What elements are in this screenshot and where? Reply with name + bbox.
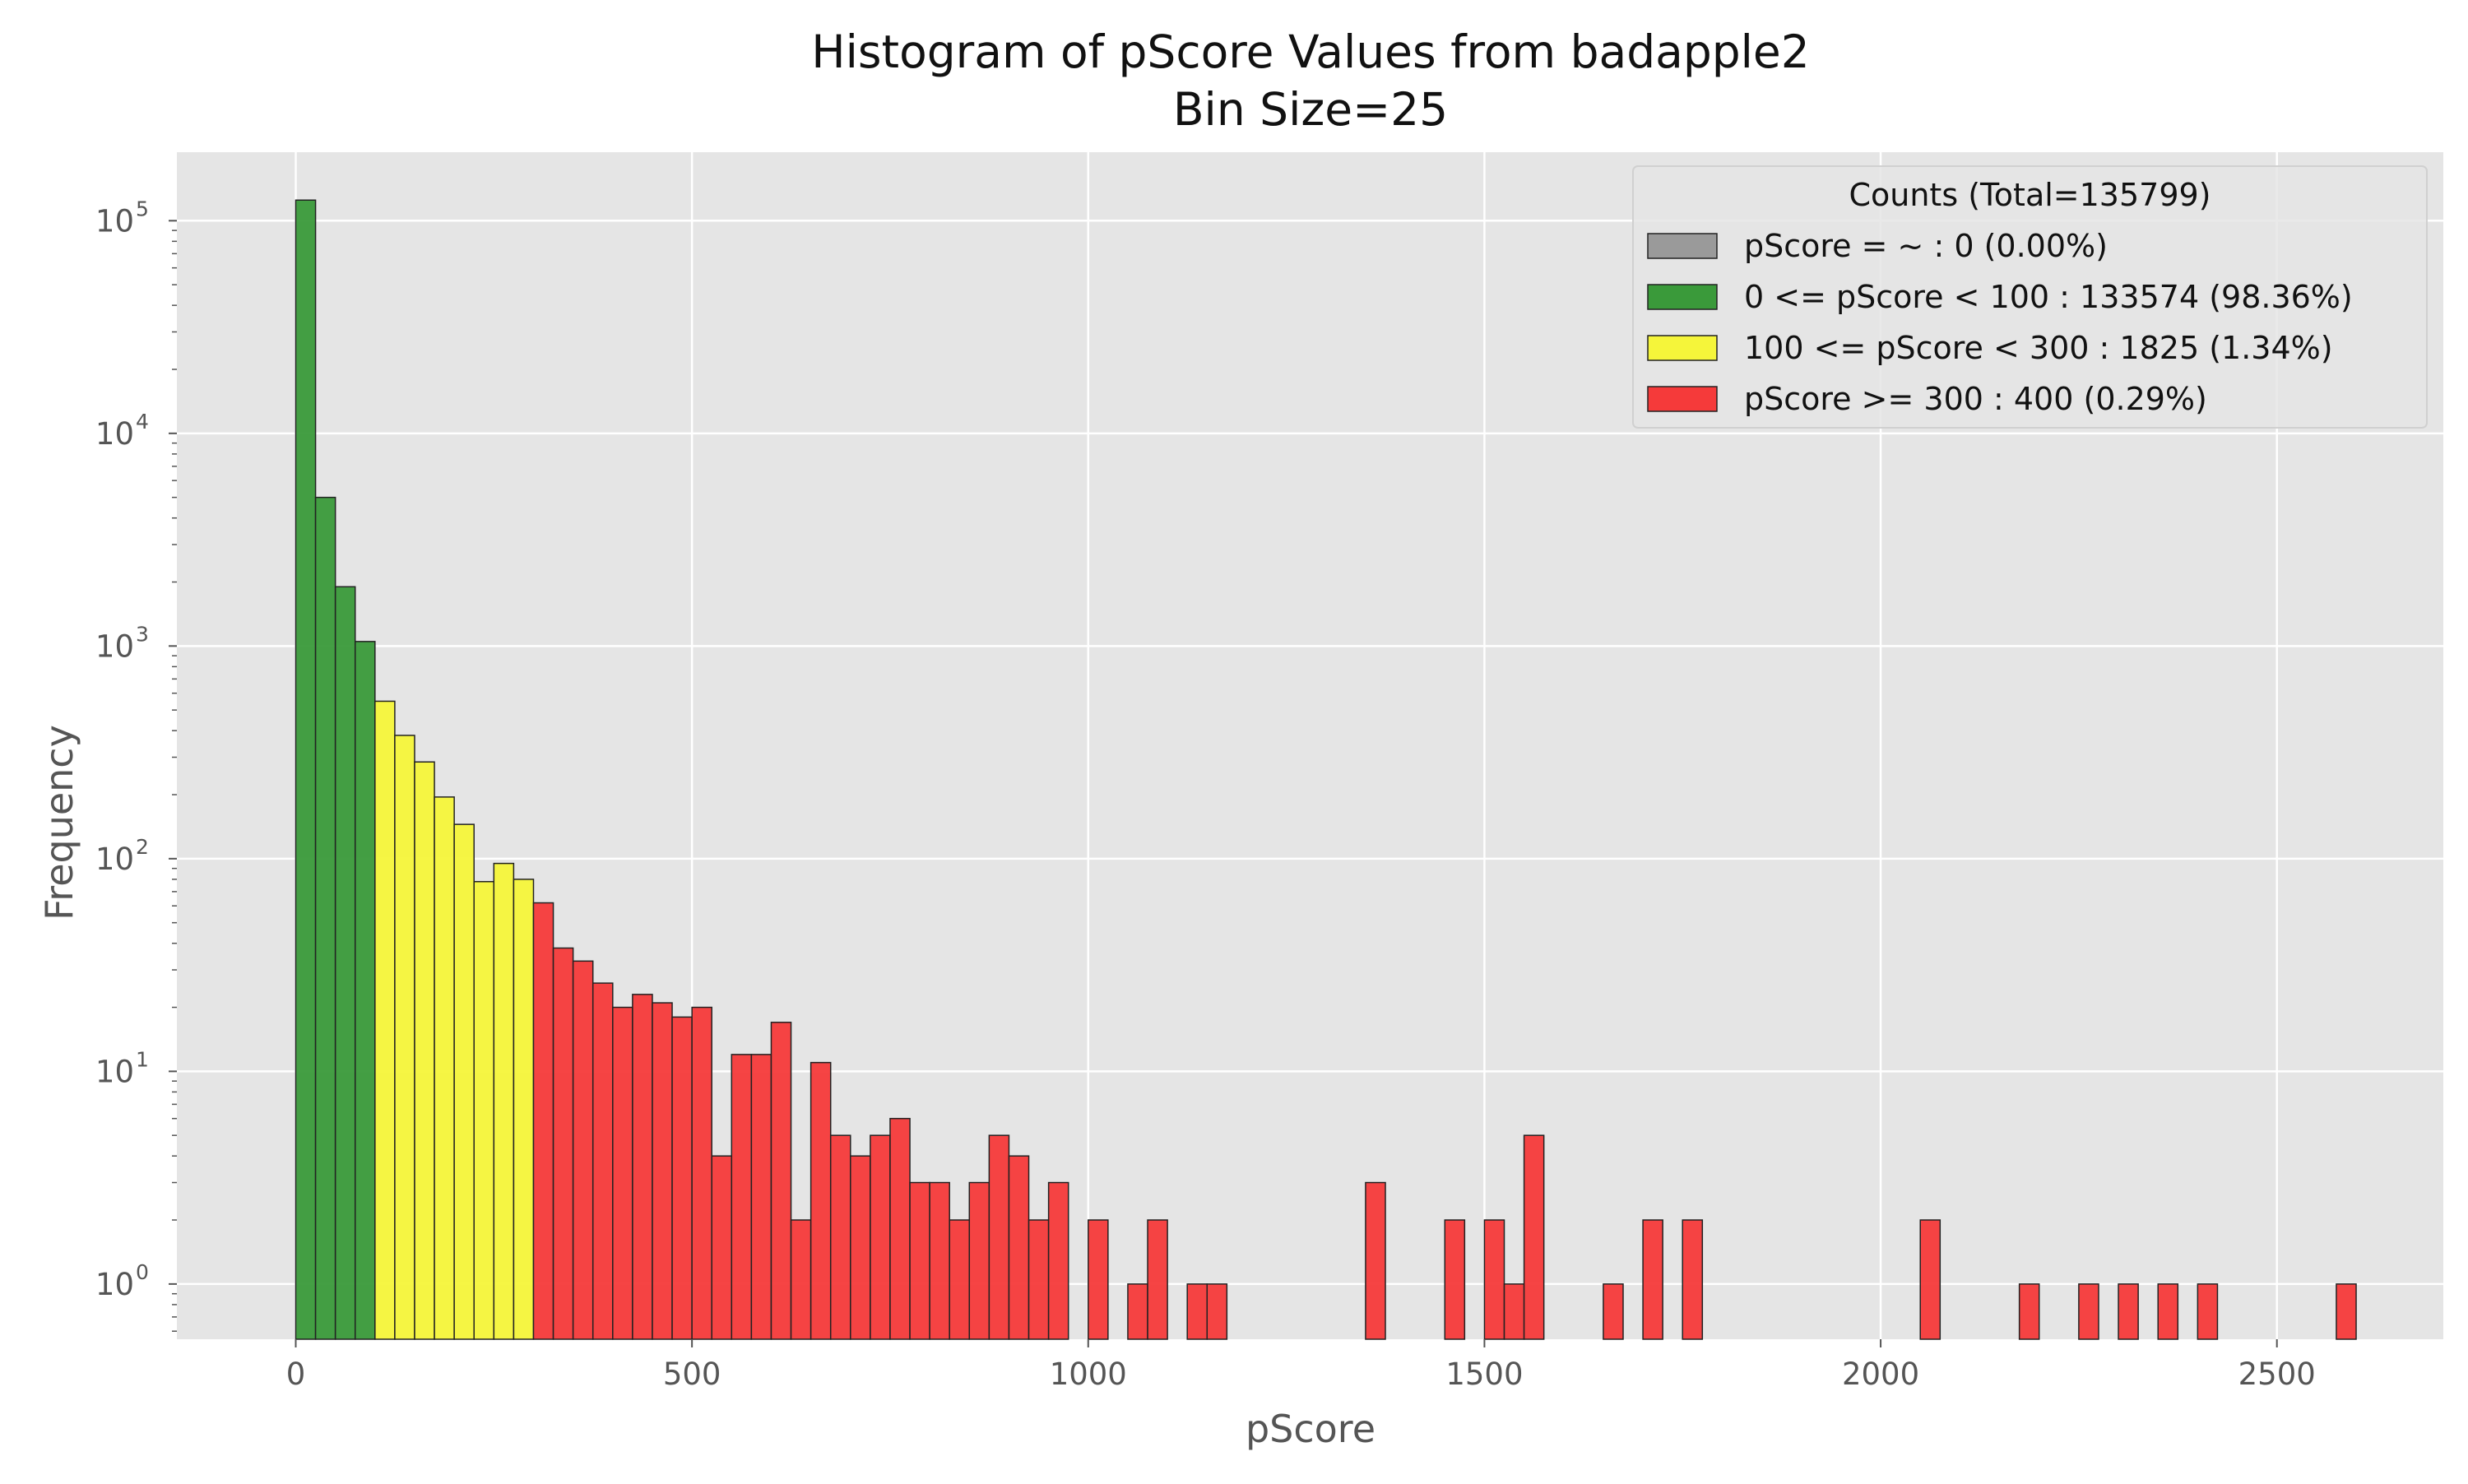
histogram-bar bbox=[473, 880, 495, 1340]
y-tick-exponent: 3 bbox=[136, 622, 149, 646]
y-axis-label: Frequency bbox=[37, 725, 81, 921]
histogram-bar bbox=[829, 1134, 851, 1340]
histogram-bar bbox=[671, 1016, 693, 1340]
legend-swatch bbox=[1647, 233, 1718, 259]
y-tick-exponent: 0 bbox=[136, 1260, 149, 1284]
histogram-bar bbox=[810, 1061, 832, 1340]
x-tick-label: 1000 bbox=[1050, 1356, 1127, 1392]
histogram-bar bbox=[2336, 1283, 2357, 1340]
histogram-bar bbox=[394, 735, 415, 1340]
legend-swatch bbox=[1647, 284, 1718, 310]
histogram-bar bbox=[354, 641, 376, 1340]
histogram-bar bbox=[2197, 1283, 2219, 1340]
y-tick-exponent: 1 bbox=[136, 1047, 149, 1071]
x-tick-label: 0 bbox=[286, 1356, 306, 1392]
x-tick-label: 500 bbox=[663, 1356, 721, 1392]
y-tick-label: 10 bbox=[95, 1267, 134, 1302]
histogram-bar bbox=[1088, 1219, 1109, 1340]
y-tick-label: 10 bbox=[95, 842, 134, 877]
histogram-bar bbox=[532, 902, 554, 1340]
histogram-bar bbox=[850, 1155, 871, 1340]
histogram-bar bbox=[870, 1134, 891, 1340]
histogram-bar bbox=[1127, 1283, 1148, 1340]
histogram-bar bbox=[434, 796, 455, 1340]
legend-entry-label: pScore = ~ : 0 (0.00%) bbox=[1744, 228, 2108, 264]
histogram-bar bbox=[414, 761, 435, 1340]
histogram-bar bbox=[1444, 1219, 1466, 1340]
histogram-bar bbox=[790, 1219, 812, 1340]
histogram-bar bbox=[591, 982, 614, 1340]
histogram-bar bbox=[929, 1181, 950, 1340]
histogram-bar bbox=[968, 1181, 990, 1340]
histogram-bar bbox=[1483, 1219, 1505, 1340]
legend-title: Counts (Total=135799) bbox=[1849, 177, 2211, 213]
chart-subtitle: Bin Size=25 bbox=[1173, 83, 1448, 136]
x-tick-label: 2500 bbox=[2238, 1356, 2316, 1392]
histogram-bar bbox=[949, 1219, 971, 1340]
histogram-bar bbox=[513, 879, 535, 1340]
x-axis-label: pScore bbox=[1246, 1407, 1375, 1451]
histogram-bar bbox=[1186, 1283, 1208, 1340]
x-tick-label: 2000 bbox=[1842, 1356, 1919, 1392]
legend-entry-label: 0 <= pScore < 100 : 133574 (98.36%) bbox=[1744, 279, 2353, 315]
legend-swatch bbox=[1647, 335, 1718, 361]
histogram-bar bbox=[770, 1022, 792, 1340]
legend-box bbox=[1632, 165, 2428, 429]
y-tick-exponent: 4 bbox=[136, 410, 149, 434]
y-tick-exponent: 2 bbox=[136, 835, 149, 859]
histogram-bar bbox=[1642, 1219, 1663, 1340]
legend-entry-label: 100 <= pScore < 300 : 1825 (1.34%) bbox=[1744, 330, 2333, 366]
y-tick-label: 10 bbox=[95, 203, 134, 239]
histogram-bar bbox=[988, 1134, 1010, 1340]
x-tick-label: 1500 bbox=[1445, 1356, 1523, 1392]
histogram-bar bbox=[453, 823, 475, 1340]
histogram-bar bbox=[652, 1002, 673, 1340]
histogram-bar bbox=[1503, 1283, 1525, 1340]
histogram-bar bbox=[295, 199, 317, 1340]
y-tick-exponent: 5 bbox=[136, 197, 149, 220]
legend-entry-label: pScore >= 300 : 400 (0.29%) bbox=[1744, 381, 2207, 417]
histogram-bar bbox=[1147, 1219, 1168, 1340]
histogram-bar bbox=[889, 1117, 911, 1340]
histogram-bar bbox=[1008, 1155, 1030, 1340]
legend-swatch bbox=[1647, 386, 1718, 412]
histogram-bar bbox=[1919, 1219, 1941, 1340]
histogram-bar bbox=[1206, 1283, 1228, 1340]
histogram-bar bbox=[374, 700, 396, 1340]
histogram-bar bbox=[909, 1181, 930, 1340]
histogram-bar bbox=[2118, 1283, 2139, 1340]
histogram-bar bbox=[750, 1054, 772, 1340]
histogram-bar bbox=[1365, 1181, 1386, 1340]
histogram-bar bbox=[1028, 1219, 1050, 1340]
histogram-bar bbox=[334, 586, 356, 1340]
histogram-bar bbox=[1682, 1219, 1704, 1340]
histogram-bar bbox=[2018, 1283, 2040, 1340]
y-tick-label: 10 bbox=[95, 628, 134, 664]
histogram-bar bbox=[2157, 1283, 2179, 1340]
histogram-bar bbox=[552, 947, 574, 1340]
histogram-bar bbox=[711, 1155, 733, 1340]
histogram-bar bbox=[1523, 1134, 1545, 1340]
histogram-bar bbox=[632, 994, 653, 1340]
histogram-bar bbox=[612, 1006, 633, 1340]
histogram-bar bbox=[1603, 1283, 1624, 1340]
histogram-bar bbox=[314, 496, 336, 1340]
histogram-bar bbox=[731, 1054, 753, 1340]
y-tick-label: 10 bbox=[95, 416, 134, 452]
histogram-bar bbox=[1047, 1181, 1069, 1340]
histogram-bar bbox=[493, 862, 515, 1340]
chart-title: Histogram of pScore Values from badapple… bbox=[811, 26, 1810, 78]
histogram-bar bbox=[691, 1006, 712, 1340]
histogram-bar bbox=[2078, 1283, 2099, 1340]
histogram-bar bbox=[572, 960, 594, 1340]
y-tick-label: 10 bbox=[95, 1054, 134, 1089]
